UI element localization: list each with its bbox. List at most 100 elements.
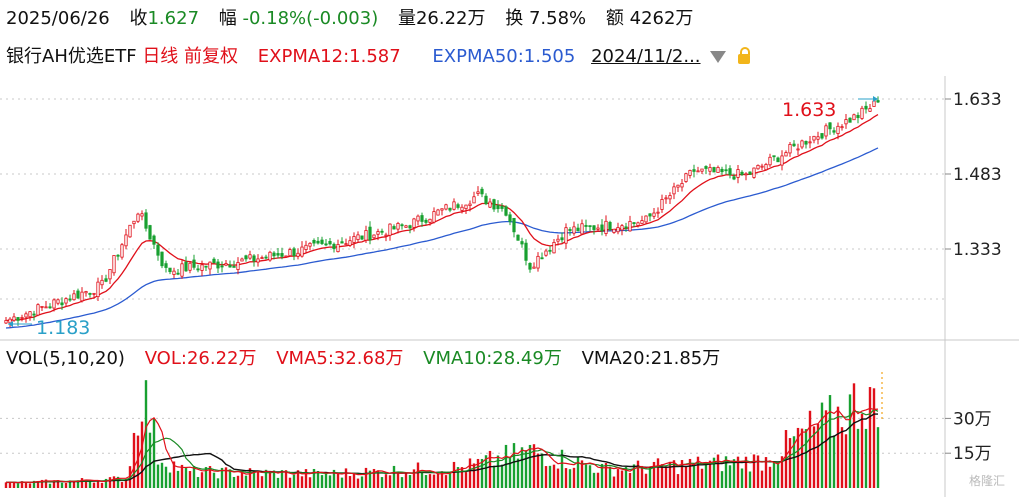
candle-body: [860, 107, 864, 119]
candle-body: [388, 223, 392, 236]
volume-bar: [492, 465, 496, 488]
volume-bar: [188, 471, 192, 488]
volume-bar: [136, 435, 140, 488]
volume-bar: [580, 460, 584, 488]
volume-bar: [412, 469, 416, 488]
date-selector[interactable]: 2024/11/2...: [591, 46, 701, 67]
candle-body: [828, 122, 832, 130]
volume-bar: [628, 472, 632, 488]
candle-body: [616, 227, 620, 233]
volume-bar: [568, 469, 572, 488]
volume-bar: [828, 395, 832, 488]
volume-bar: [652, 461, 656, 488]
volume-bar: [164, 466, 168, 488]
high-price-label: 1.633: [782, 99, 836, 121]
volume-bar: [680, 460, 684, 488]
candle-body: [636, 222, 640, 226]
candle-body: [700, 168, 704, 172]
period-label[interactable]: 日线: [142, 46, 179, 67]
candle-body: [704, 166, 708, 169]
low-marker-arrow: [8, 321, 13, 327]
volume-bar: [556, 468, 560, 488]
volume-bar: [512, 443, 516, 488]
volume-bar: [528, 444, 532, 488]
candle-body: [284, 255, 288, 258]
candle-body: [772, 155, 776, 158]
volume-bar: [488, 450, 492, 488]
candle-body: [280, 253, 284, 257]
volume-bar: [648, 467, 652, 488]
candle-body: [840, 126, 844, 129]
volume-bar: [48, 483, 52, 488]
candle-body: [816, 136, 820, 140]
lock-icon[interactable]: [738, 47, 750, 64]
volume-bar: [460, 467, 464, 488]
volume-bar: [84, 480, 88, 488]
expma50-line: [5, 147, 879, 329]
volume-bar: [356, 478, 360, 488]
candle-body: [496, 205, 500, 210]
volume-bar: [564, 468, 568, 488]
candle-body: [436, 209, 440, 216]
volume-bar: [60, 482, 64, 488]
dropdown-triangle-icon[interactable]: [710, 51, 727, 63]
volume-bar: [696, 456, 700, 488]
vol-legend: VOL:26.22万: [144, 348, 257, 369]
candle-body: [356, 234, 360, 240]
volume-bar: [836, 406, 840, 488]
volume-bar: [68, 480, 72, 488]
candle-body: [384, 234, 388, 237]
candle-body: [124, 234, 128, 247]
volume-bar: [28, 483, 32, 488]
candle-body: [572, 226, 576, 234]
candle-body: [216, 261, 220, 269]
candle-body: [460, 206, 464, 211]
volume-value: 26.22万: [415, 8, 486, 29]
candle-body: [84, 291, 88, 294]
volume-bar: [604, 463, 608, 488]
candle-body: [448, 207, 452, 211]
candle-body: [468, 203, 472, 206]
volume-bar: [440, 471, 444, 488]
volume-bar: [756, 455, 760, 488]
quote-info-row: 2025/06/26 收1.627 幅 -0.18%(-0.003) 量26.2…: [6, 4, 693, 30]
candle-body: [224, 263, 228, 266]
volume-bar: [484, 455, 488, 488]
candle-body: [152, 235, 156, 245]
volume-bar: [112, 476, 116, 488]
candle-body: [248, 254, 252, 259]
volume-bar: [8, 482, 12, 488]
candle-body: [844, 119, 848, 125]
volume-bar: [724, 456, 728, 488]
volume-bar: [684, 466, 688, 488]
volume-bar: [148, 432, 152, 488]
candle-body: [788, 144, 792, 154]
volume-bar: [840, 427, 844, 488]
candle-body: [304, 244, 308, 250]
volume-bar: [36, 480, 40, 488]
candle-body: [212, 258, 216, 264]
candle-body: [456, 204, 460, 208]
volume-bar: [672, 460, 676, 488]
volume-bar: [608, 466, 612, 488]
volume-bar: [472, 463, 476, 488]
candle-body: [524, 242, 528, 261]
adjust-label[interactable]: 前复权: [184, 46, 239, 67]
candle-body: [484, 195, 488, 205]
volume-bar: [728, 465, 732, 488]
candle-body: [420, 215, 424, 222]
volume-bar: [876, 427, 880, 488]
volume-bar: [772, 462, 776, 488]
volume-bar: [832, 435, 836, 488]
volume-bar: [632, 464, 636, 488]
candle-body: [852, 114, 856, 121]
volume-bar: [636, 460, 640, 488]
price-tick-label: 1.633: [953, 90, 1002, 110]
volume-bar: [536, 453, 540, 488]
candle-body: [352, 236, 356, 243]
candle-body: [716, 167, 720, 173]
volume-bar: [56, 480, 60, 488]
volume-bar: [304, 469, 308, 488]
volume-bar: [316, 470, 320, 488]
